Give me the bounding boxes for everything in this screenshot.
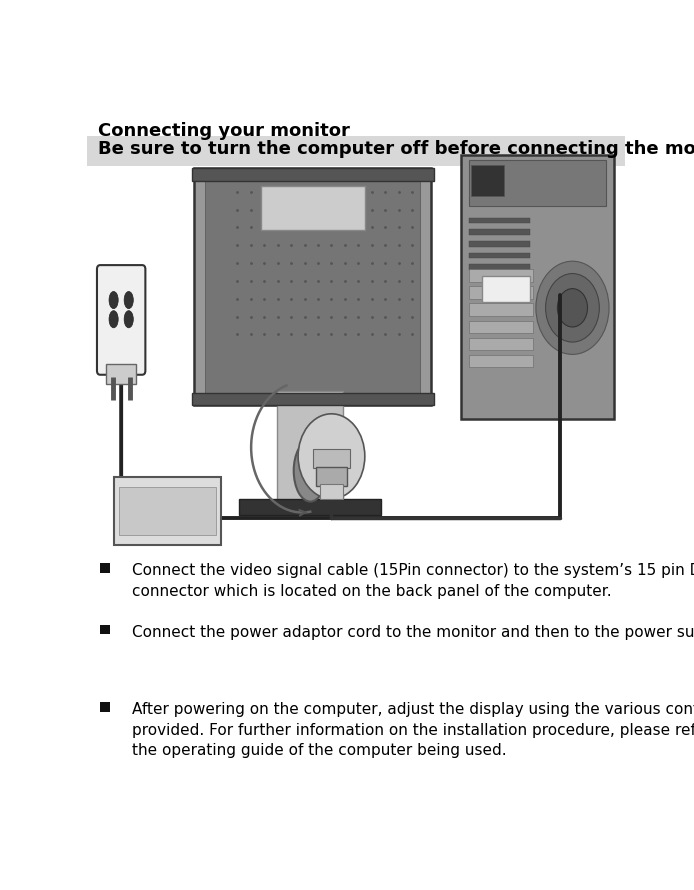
FancyBboxPatch shape — [468, 241, 530, 247]
FancyBboxPatch shape — [192, 168, 434, 181]
FancyBboxPatch shape — [277, 392, 344, 511]
FancyBboxPatch shape — [468, 355, 533, 368]
Circle shape — [557, 288, 588, 327]
Ellipse shape — [109, 311, 118, 328]
Ellipse shape — [124, 311, 133, 328]
Circle shape — [536, 261, 609, 354]
FancyBboxPatch shape — [192, 392, 434, 405]
Ellipse shape — [124, 292, 133, 309]
FancyBboxPatch shape — [100, 625, 110, 635]
FancyBboxPatch shape — [239, 499, 381, 514]
FancyBboxPatch shape — [100, 702, 110, 712]
FancyBboxPatch shape — [316, 466, 346, 486]
FancyBboxPatch shape — [114, 477, 221, 546]
FancyBboxPatch shape — [468, 287, 533, 299]
FancyBboxPatch shape — [205, 179, 420, 394]
FancyBboxPatch shape — [119, 487, 216, 535]
Text: After powering on the computer, adjust the display using the various controls
pr: After powering on the computer, adjust t… — [133, 702, 694, 758]
FancyBboxPatch shape — [468, 253, 530, 258]
FancyBboxPatch shape — [468, 159, 606, 206]
Text: Connect the power adaptor cord to the monitor and then to the power supply.: Connect the power adaptor cord to the mo… — [133, 625, 694, 640]
FancyBboxPatch shape — [468, 269, 533, 281]
FancyBboxPatch shape — [260, 186, 365, 231]
FancyBboxPatch shape — [468, 218, 530, 223]
FancyBboxPatch shape — [100, 563, 110, 573]
Ellipse shape — [109, 292, 118, 309]
Text: Be sure to turn the computer off before connecting the monitor: Be sure to turn the computer off before … — [97, 140, 694, 158]
FancyBboxPatch shape — [313, 449, 350, 468]
Circle shape — [298, 414, 365, 498]
FancyBboxPatch shape — [87, 135, 625, 166]
FancyBboxPatch shape — [468, 337, 533, 350]
Text: Connecting your monitor: Connecting your monitor — [97, 122, 349, 140]
FancyBboxPatch shape — [194, 168, 431, 405]
FancyBboxPatch shape — [461, 155, 613, 418]
FancyBboxPatch shape — [468, 230, 530, 235]
FancyBboxPatch shape — [320, 484, 344, 499]
FancyBboxPatch shape — [468, 303, 533, 316]
FancyBboxPatch shape — [471, 165, 504, 196]
FancyBboxPatch shape — [97, 265, 145, 375]
FancyBboxPatch shape — [468, 320, 533, 333]
FancyBboxPatch shape — [482, 276, 530, 302]
FancyBboxPatch shape — [468, 264, 530, 270]
Ellipse shape — [294, 440, 327, 502]
Circle shape — [545, 273, 600, 342]
Text: Connect the video signal cable (15Pin connector) to the system’s 15 pin D-sub
co: Connect the video signal cable (15Pin co… — [133, 563, 694, 599]
FancyBboxPatch shape — [106, 364, 136, 384]
